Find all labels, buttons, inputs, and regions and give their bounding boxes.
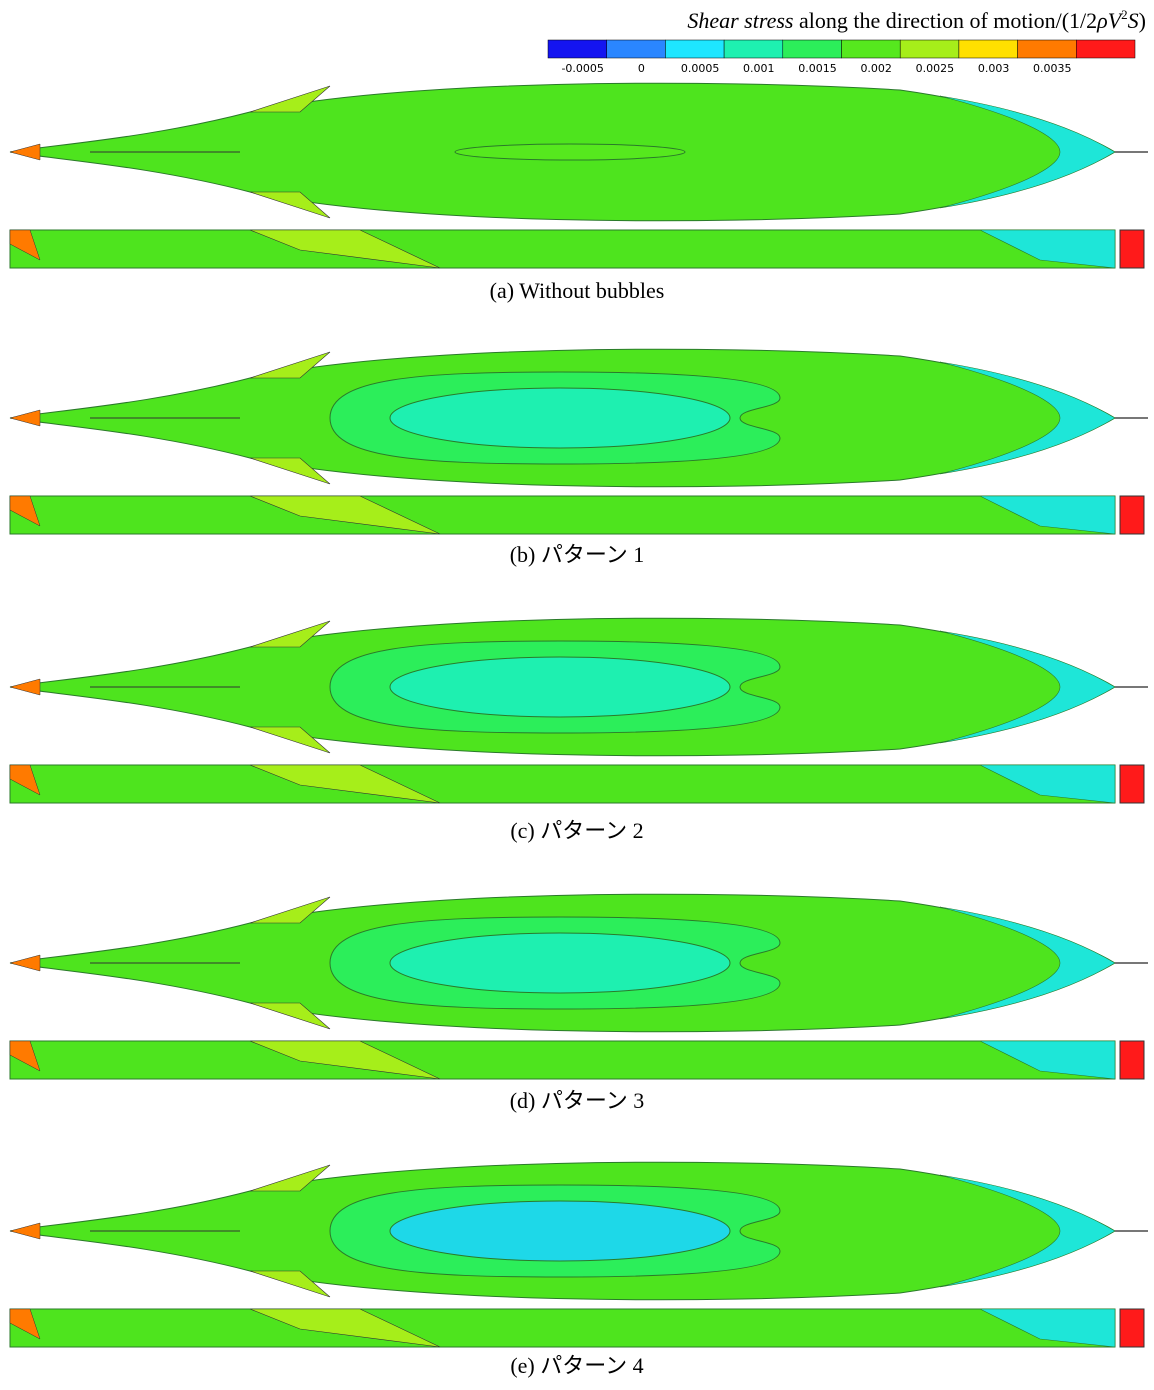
colorbar-tick-label: 0.0005 <box>681 62 720 75</box>
panel-caption: (c) パターン 2 <box>510 818 643 843</box>
figure: Shear stress along the direction of moti… <box>0 0 1154 1390</box>
colorbar-segment <box>959 40 1018 58</box>
propeller <box>1120 496 1144 534</box>
colorbar-segment <box>607 40 666 58</box>
bow-tip <box>10 955 40 971</box>
colorbar-tick-label: 0.002 <box>860 62 892 75</box>
colorbar-segment <box>1018 40 1077 58</box>
colorbar-tick-label: -0.0005 <box>561 62 603 75</box>
bow-tip <box>10 144 40 160</box>
lowest-stress-zone <box>390 1201 730 1261</box>
hull-side-view <box>10 230 1115 268</box>
panel-caption: (e) パターン 4 <box>510 1353 643 1378</box>
bow-tip <box>10 679 40 695</box>
colorbar-segment <box>900 40 959 58</box>
hull-side-view <box>10 1041 1115 1079</box>
hull-side-view <box>10 1309 1115 1347</box>
colorbar-segment <box>665 40 724 58</box>
colorbar-tick-label: 0.003 <box>978 62 1010 75</box>
colorbar-tick-label: 0.0015 <box>798 62 837 75</box>
colorbar-tick-label: 0 <box>638 62 645 75</box>
colorbar-tick-label: 0.001 <box>743 62 775 75</box>
hull-side-view <box>10 765 1115 803</box>
propeller <box>1120 1309 1144 1347</box>
colorbar-segment <box>724 40 783 58</box>
panel-caption: (b) パターン 1 <box>510 542 645 567</box>
bow-tip <box>10 410 40 426</box>
propeller <box>1120 765 1144 803</box>
propeller <box>1120 230 1144 268</box>
propeller <box>1120 1041 1144 1079</box>
lowest-stress-zone <box>390 657 730 717</box>
colorbar-segment <box>548 40 607 58</box>
lowest-stress-zone <box>390 933 730 993</box>
colorbar-segment <box>842 40 901 58</box>
colorbar-tick-label: 0.0035 <box>1033 62 1072 75</box>
mid-contour <box>455 144 685 160</box>
colorbar-tick-label: 0.0025 <box>916 62 955 75</box>
panel-caption: (a) Without bubbles <box>490 278 665 303</box>
bow-tip <box>10 1223 40 1239</box>
colorbar-segment <box>1076 40 1135 58</box>
lowest-stress-zone <box>390 388 730 448</box>
hull-side-view <box>10 496 1115 534</box>
colorbar-title: Shear stress along the direction of moti… <box>687 7 1146 33</box>
colorbar-segment <box>783 40 842 58</box>
panel-caption: (d) パターン 3 <box>510 1088 645 1113</box>
